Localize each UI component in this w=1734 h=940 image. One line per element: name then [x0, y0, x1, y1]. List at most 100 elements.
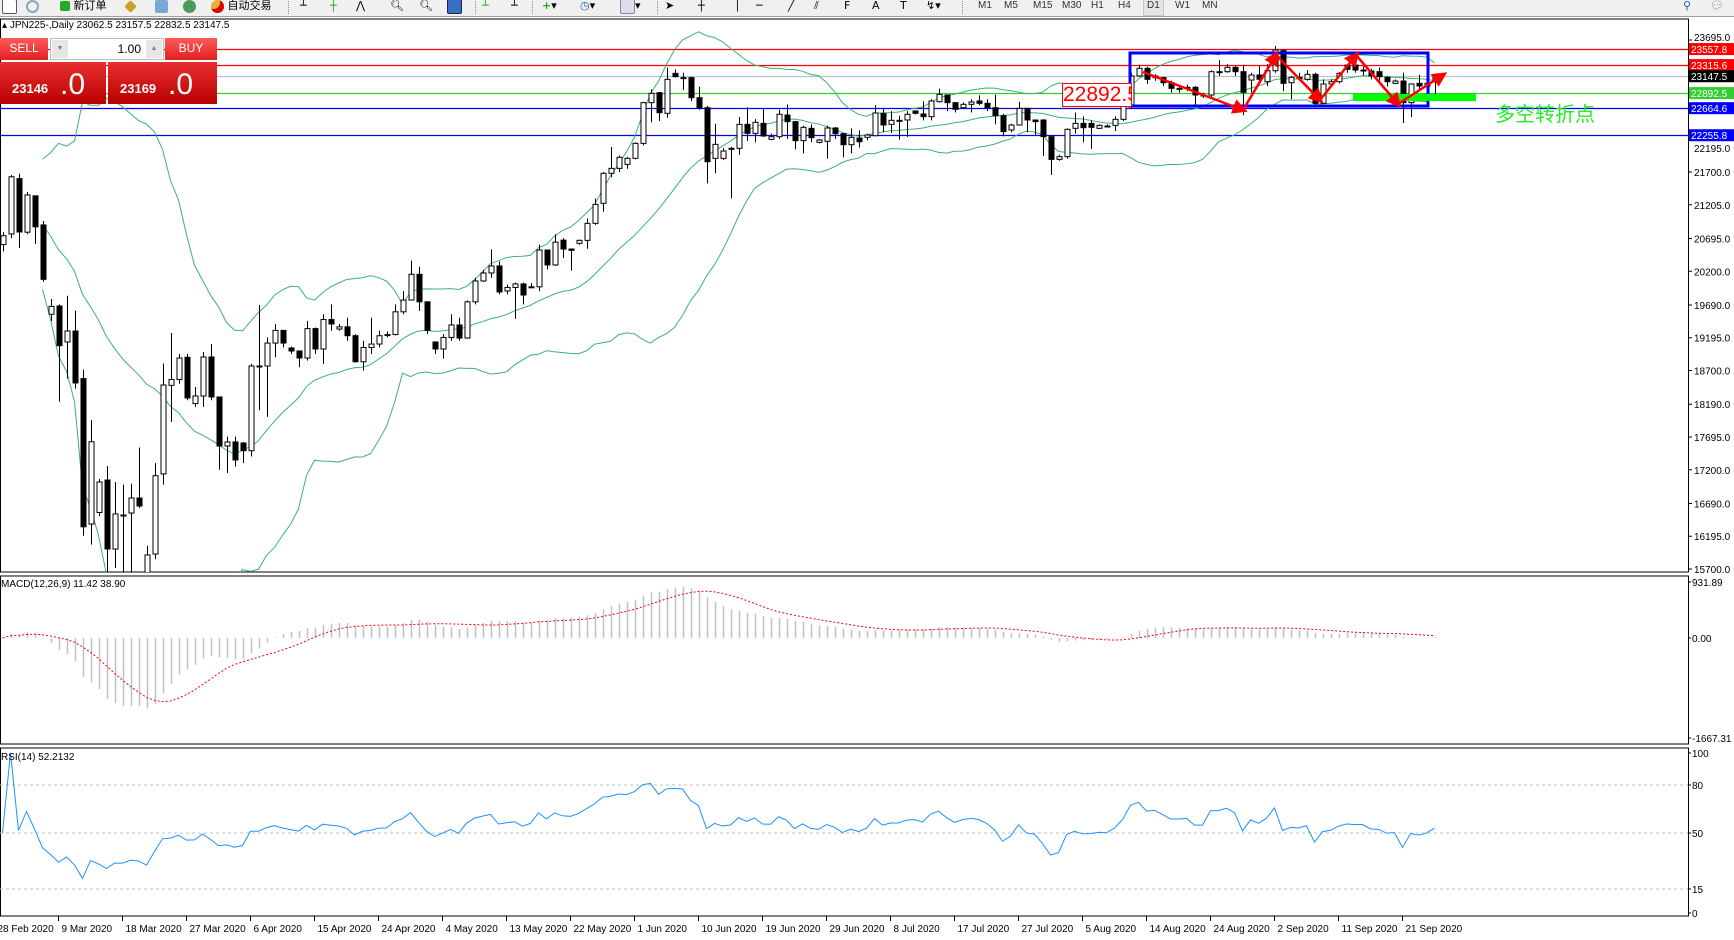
vertical-line-icon[interactable]: │	[734, 0, 741, 12]
bullish-candle[interactable]	[256, 365, 263, 368]
bullish-candle[interactable]	[1216, 71, 1223, 74]
trend-arrow[interactable]	[1241, 50, 1279, 111]
horizontal-line-icon[interactable]: ─	[756, 0, 763, 12]
lot-size-input[interactable]: 1.00	[117, 42, 141, 56]
chart-shift-icon[interactable]: ┴	[511, 0, 518, 12]
bearish-candle[interactable]	[792, 121, 799, 142]
zoom-in-icon[interactable]: 🔍︎	[390, 0, 404, 12]
bearish-candle[interactable]	[952, 102, 959, 110]
bullish-candle[interactable]	[440, 336, 447, 350]
bearish-candle[interactable]	[992, 107, 999, 117]
consolidation-box[interactable]	[1128, 51, 1430, 108]
timeframe-m30[interactable]: M30	[1062, 0, 1082, 11]
bearish-candle[interactable]	[328, 319, 335, 325]
trend-arrow[interactable]	[1142, 70, 1248, 114]
timeframe-w1[interactable]: W1	[1175, 0, 1190, 11]
bullish-candle[interactable]	[720, 150, 727, 159]
bullish-candle[interactable]	[528, 286, 535, 289]
indicators-icon[interactable]: +▾	[542, 0, 557, 12]
timeframe-m5[interactable]: M5	[1004, 0, 1018, 11]
bearish-candle[interactable]	[744, 123, 751, 134]
bullish-candle[interactable]	[632, 142, 639, 159]
bullish-candle[interactable]	[160, 384, 167, 475]
increase-lot-button[interactable]: ▲	[146, 40, 162, 58]
sell-button[interactable]: SELL	[0, 38, 48, 60]
bearish-candle[interactable]	[1048, 136, 1055, 160]
lot-size-stepper[interactable]: ▼ 1.00 ▲	[50, 38, 164, 60]
bullish-candle[interactable]	[1096, 124, 1103, 129]
bearish-candle[interactable]	[1232, 66, 1239, 73]
bullish-candle[interactable]	[904, 113, 911, 121]
candlestick-icon[interactable]: ┼	[330, 0, 337, 12]
bullish-candle[interactable]	[400, 299, 407, 313]
bullish-candle[interactable]	[0, 235, 7, 246]
bullish-candle[interactable]	[1104, 125, 1111, 128]
auto-trading-button[interactable]: 自动交易	[211, 0, 272, 14]
bullish-candle[interactable]	[552, 241, 559, 266]
bullish-candle[interactable]	[800, 126, 807, 142]
timeframe-mn[interactable]: MN	[1202, 0, 1218, 11]
timeframe-m1[interactable]: M1	[978, 0, 992, 11]
bullish-candle[interactable]	[24, 194, 31, 233]
bullish-candle[interactable]	[336, 326, 343, 330]
bearish-candle[interactable]	[216, 396, 223, 447]
bullish-candle[interactable]	[368, 343, 375, 348]
bearish-candle[interactable]	[104, 479, 111, 550]
bearish-candle[interactable]	[1376, 71, 1383, 78]
bullish-candle[interactable]	[488, 265, 495, 274]
bullish-candle[interactable]	[728, 147, 735, 150]
turning-point-note[interactable]: 多空转折点	[1495, 102, 1595, 126]
bullish-candle[interactable]	[584, 222, 591, 241]
bearish-candle[interactable]	[1352, 64, 1359, 71]
bullish-candle[interactable]	[864, 134, 871, 138]
timeframe-h4[interactable]: H4	[1118, 0, 1131, 11]
bullish-candle[interactable]	[600, 172, 607, 204]
bearish-candle[interactable]	[456, 324, 463, 339]
bearish-candle[interactable]	[184, 356, 191, 399]
bullish-candle[interactable]	[88, 441, 95, 525]
trend-arrow[interactable]	[1275, 54, 1324, 104]
search-icon[interactable]: ⚲	[1683, 0, 1692, 12]
bearish-candle[interactable]	[288, 347, 295, 352]
bullish-candle[interactable]	[1288, 76, 1295, 84]
bearish-candle[interactable]	[1088, 122, 1095, 128]
bearish-candle[interactable]	[976, 100, 983, 104]
bullish-candle[interactable]	[384, 334, 391, 337]
bullish-candle[interactable]	[248, 365, 255, 452]
bullish-candle[interactable]	[8, 176, 15, 235]
bullish-candle[interactable]	[1304, 73, 1311, 80]
bullish-candle[interactable]	[752, 121, 759, 134]
timeframe-h1[interactable]: H1	[1091, 0, 1104, 11]
bullish-candle[interactable]	[648, 92, 655, 104]
bullish-candle[interactable]	[112, 513, 119, 550]
bearish-candle[interactable]	[40, 224, 47, 280]
bullish-candle[interactable]	[936, 93, 943, 103]
bullish-candle[interactable]	[176, 357, 183, 381]
bullish-candle[interactable]	[128, 497, 135, 514]
bearish-candle[interactable]	[696, 97, 703, 109]
bearish-candle[interactable]	[344, 326, 351, 337]
bullish-candle[interactable]	[1008, 124, 1015, 131]
bearish-candle[interactable]	[16, 178, 23, 233]
bullish-candle[interactable]	[1112, 118, 1119, 126]
bullish-candle[interactable]	[1064, 128, 1071, 158]
bullish-candle[interactable]	[848, 136, 855, 146]
bullish-candle[interactable]	[1136, 67, 1143, 77]
bullish-candle[interactable]	[816, 139, 823, 143]
bullish-candle[interactable]	[392, 311, 399, 336]
bullish-candle[interactable]	[144, 554, 151, 586]
sell-price-button[interactable]: 23146 .0	[0, 62, 106, 104]
fibonacci-icon[interactable]: F	[844, 0, 851, 12]
bearish-candle[interactable]	[984, 102, 991, 109]
bullish-candle[interactable]	[448, 324, 455, 338]
decrease-lot-button[interactable]: ▼	[52, 40, 68, 58]
buy-price-button[interactable]: 23169 .0	[108, 62, 217, 104]
tile-windows-icon[interactable]	[447, 0, 462, 14]
bearish-candle[interactable]	[1416, 82, 1423, 87]
bearish-candle[interactable]	[80, 378, 87, 528]
bearish-candle[interactable]	[560, 239, 567, 250]
bullish-candle[interactable]	[192, 395, 199, 405]
bullish-candle[interactable]	[152, 475, 159, 555]
bullish-candle[interactable]	[464, 301, 471, 339]
